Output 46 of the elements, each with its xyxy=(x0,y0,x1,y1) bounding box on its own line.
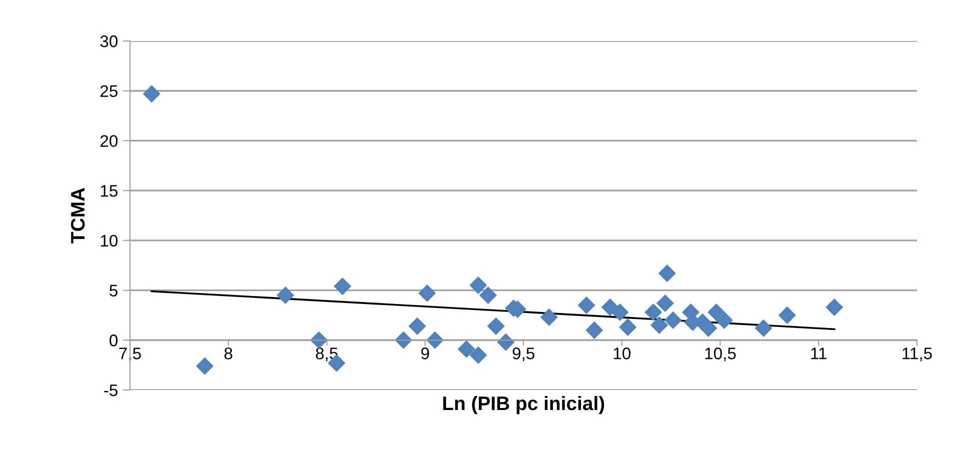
x-tick-label: 10,5 xyxy=(705,348,736,362)
point xyxy=(487,317,505,335)
point xyxy=(664,311,682,329)
x-axis-title: Ln (PIB pc inicial) xyxy=(443,396,604,414)
point xyxy=(578,296,596,314)
x-tick-label: 7,5 xyxy=(119,348,141,362)
point xyxy=(469,276,488,294)
y-tick-label: 10 xyxy=(100,234,118,247)
point xyxy=(142,85,160,103)
x-tick-label: 11,5 xyxy=(902,348,932,362)
point xyxy=(469,346,488,364)
point xyxy=(310,331,328,349)
point xyxy=(458,340,476,358)
point xyxy=(334,278,352,296)
point xyxy=(586,321,604,339)
y-tick-label: 25 xyxy=(100,85,118,98)
point xyxy=(611,303,629,322)
point xyxy=(658,264,676,282)
y-tick-label: 5 xyxy=(110,284,118,296)
y-tick-label: 30 xyxy=(100,35,118,48)
x-tick-label: 9,5 xyxy=(512,348,534,362)
point xyxy=(408,317,426,335)
point xyxy=(754,319,772,337)
point xyxy=(778,306,796,324)
point xyxy=(715,311,733,329)
point xyxy=(644,303,662,322)
point xyxy=(826,298,844,316)
point xyxy=(618,318,637,336)
x-tick-label: 8 xyxy=(224,348,232,360)
x-tick-label: 11 xyxy=(811,348,826,360)
point xyxy=(708,303,726,322)
point xyxy=(650,316,668,334)
y-axis-title: TCMA xyxy=(70,188,85,244)
point xyxy=(418,284,436,302)
point xyxy=(276,286,294,304)
point xyxy=(196,357,214,375)
y-tick-label: 0 xyxy=(110,334,118,346)
point xyxy=(700,319,718,337)
y-tick-label: 20 xyxy=(100,135,118,147)
point xyxy=(656,294,674,312)
point xyxy=(540,308,558,326)
point xyxy=(479,286,497,304)
y-tick-label: -5 xyxy=(104,384,118,396)
y-tick-label: 15 xyxy=(100,185,118,197)
x-tick-label: 9 xyxy=(421,348,429,360)
x-tick-label: 10 xyxy=(614,348,630,360)
